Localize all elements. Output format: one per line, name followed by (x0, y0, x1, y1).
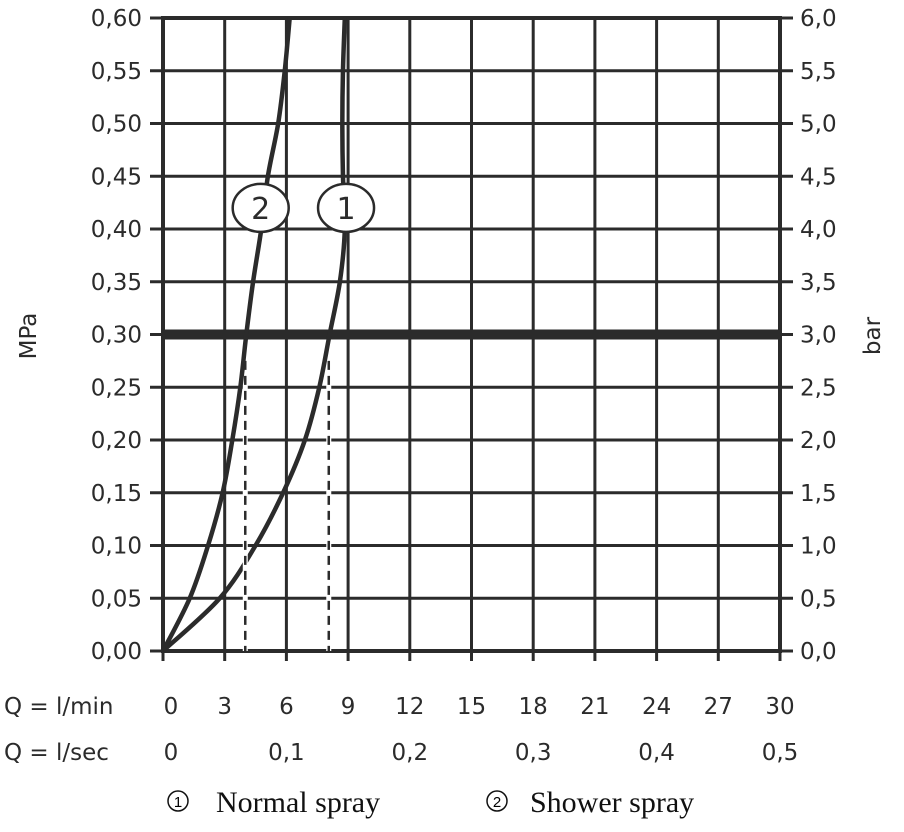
y-tick-label-left: 0,55 (91, 59, 142, 85)
series-marker-label: 1 (336, 192, 355, 227)
x-tick-label-lsec: 0,5 (762, 740, 799, 766)
x-tick-label-lmin: 21 (580, 694, 609, 720)
y-axis-right-label: bar (860, 316, 886, 355)
y-tick-label-right: 4,0 (800, 217, 837, 243)
x-tick-label-lmin: 12 (395, 694, 424, 720)
series-marker-circle (316, 182, 376, 234)
y-tick-label-left: 0,45 (91, 164, 142, 190)
y-tick-label-right: 0,0 (800, 639, 837, 665)
x-tick-label-lmin: 24 (642, 694, 671, 720)
series-marker-label: 2 (251, 192, 270, 227)
x-row-label-lsec: Q = l/sec (4, 740, 109, 766)
x-tick-label-lmin: 0 (164, 694, 179, 720)
series-line-normal-spray (161, 17, 348, 653)
y-axis-left-label: MPa (16, 313, 42, 360)
y-tick-label-right: 2,5 (800, 375, 837, 401)
y-tick-label-left: 0,35 (91, 270, 142, 296)
y-tick-label-right: 1,5 (800, 481, 837, 507)
plot-frame (161, 16, 782, 653)
legend-marker-2: 2 (493, 794, 501, 811)
x-tick-label-lmin: 30 (765, 694, 794, 720)
x-tick-label-lmin: 18 (519, 694, 548, 720)
series-line-shower-spray (160, 17, 292, 653)
x-row-label-lmin: Q = l/min (4, 694, 114, 720)
series-marker-circle (231, 182, 290, 234)
x-tick-label-lsec: 0,4 (638, 740, 675, 766)
y-tick-label-left: 0,15 (91, 481, 142, 507)
y-tick-label-right: 2,0 (800, 428, 837, 454)
y-tick-label-right: 3,5 (800, 270, 837, 296)
y-tick-label-right: 6,0 (800, 6, 837, 32)
x-tick-label-lmin: 15 (457, 694, 486, 720)
y-tick-label-left: 0,00 (91, 639, 142, 665)
y-tick-label-left: 0,50 (91, 112, 142, 138)
x-tick-label-lmin: 9 (341, 694, 356, 720)
legend-marker-circle-1 (167, 790, 189, 812)
y-tick-label-left: 0,60 (91, 6, 142, 32)
y-tick-label-right: 4,5 (800, 164, 837, 190)
y-tick-label-right: 3,0 (800, 323, 837, 349)
x-tick-label-lsec: 0,1 (268, 740, 305, 766)
legend-marker-1: 1 (174, 794, 182, 811)
y-tick-label-left: 0,05 (91, 586, 142, 612)
y-tick-label-right: 1,0 (800, 534, 837, 560)
legend-label-normal: Normal spray (216, 786, 380, 819)
curves: 12 (160, 17, 376, 653)
y-tick-label-right: 5,0 (800, 112, 837, 138)
x-tick-label-lsec: 0 (164, 740, 179, 766)
y-tick-label-left: 0,10 (91, 534, 142, 560)
axis-labels: 0 3 6 9 12 15 18 21 24 27 300 0,1 0,2 0,3 0,4 0,50,00 0,… (91, 6, 837, 766)
x-tick-label-lsec: 0,2 (392, 740, 429, 766)
y-tick-label-left: 0,25 (91, 375, 142, 401)
x-tick-label-lmin: 3 (217, 694, 232, 720)
legend: 1 Normal spray 2 Shower spray (167, 786, 694, 819)
y-tick-label-left: 0,20 (91, 428, 142, 454)
y-tick-label-right: 0,5 (800, 586, 837, 612)
y-tick-label-left: 0,30 (91, 323, 142, 349)
grid (150, 16, 793, 661)
y-tick-label-left: 0,40 (91, 217, 142, 243)
legend-marker-circle-2 (486, 790, 508, 812)
x-tick-label-lsec: 0,3 (515, 740, 552, 766)
x-tick-label-lmin: 6 (279, 694, 294, 720)
x-tick-label-lmin: 27 (704, 694, 733, 720)
legend-label-shower: Shower spray (530, 786, 694, 819)
legend-item-shower: 2 Shower spray (486, 786, 694, 819)
legend-item-normal: 1 Normal spray (167, 786, 380, 819)
y-tick-label-right: 5,5 (800, 59, 837, 85)
